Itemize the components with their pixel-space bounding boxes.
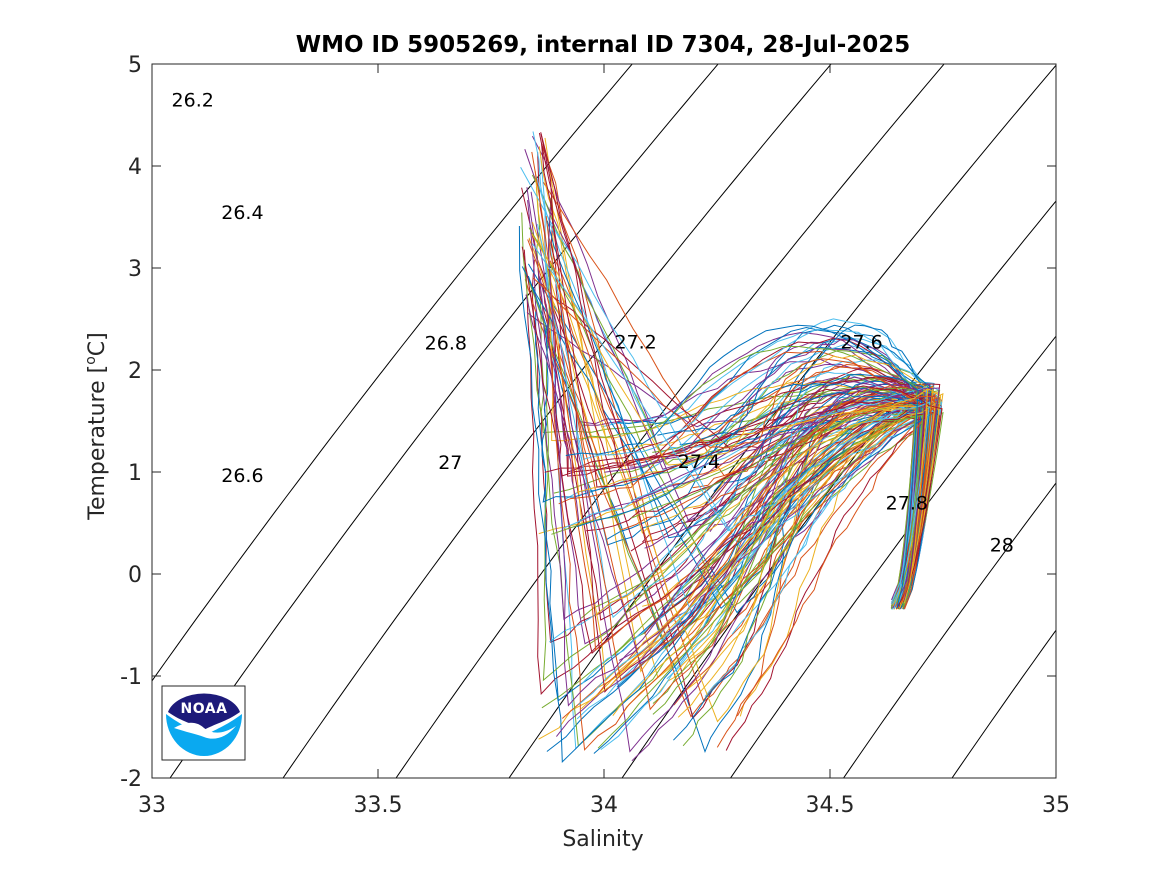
density-contour-27.4 (729, 335, 1056, 778)
contour-label-26.4: 26.4 (221, 202, 263, 224)
density-contour-27.6 (842, 482, 1056, 778)
profile-traces (518, 131, 944, 763)
y-tick-label: 3 (128, 257, 142, 282)
y-tick-label: 0 (128, 563, 142, 588)
x-tick-label: 34 (590, 793, 618, 818)
axis-ticks (151, 63, 1057, 779)
y-tick-label: -2 (120, 767, 142, 792)
profile-trace (594, 387, 929, 616)
profile-trace (541, 144, 926, 603)
x-tick-label: 33 (138, 793, 166, 818)
y-tick-label: 2 (128, 359, 142, 384)
contour-label-26.8: 26.8 (425, 333, 467, 355)
noaa-bird-icon (174, 722, 236, 739)
x-tick-labels: 33 33.5 34 34.5 35 (138, 793, 1070, 818)
profile-trace (520, 167, 919, 604)
contour-labels: 26.2 26.4 26.6 26.8 27 27.2 27.4 27.6 27.8 28 (172, 90, 1014, 557)
profile-trace (644, 388, 928, 634)
contour-label-27.8: 27.8 (886, 493, 928, 515)
density-contour-28 (1051, 44, 1167, 799)
x-tick-label: 33.5 (354, 793, 403, 818)
profile-trace (692, 366, 940, 609)
contour-label-28: 28 (990, 534, 1014, 556)
density-contour-26.8 (395, 64, 945, 778)
profile-trace (547, 207, 926, 707)
y-tick-label: 4 (128, 155, 142, 180)
profile-trace (565, 324, 919, 609)
noaa-logo-bottom (166, 714, 242, 756)
y-axis-label: Temperature [oC] (83, 332, 110, 520)
y-tick-label: 1 (128, 461, 142, 486)
noaa-logo-top (168, 693, 240, 730)
density-contour-27.8 (951, 629, 1056, 778)
profile-trace (545, 215, 930, 681)
contour-label-27: 27 (438, 452, 462, 474)
contour-label-27.4: 27.4 (678, 451, 720, 473)
x-tick-label: 34.5 (806, 793, 855, 818)
profile-trace (540, 132, 943, 609)
profile-trace (540, 133, 937, 693)
profile-trace (540, 156, 920, 750)
profile-trace (682, 414, 924, 747)
profile-trace (545, 304, 921, 751)
noaa-logo-text: NOAA (181, 701, 228, 717)
profile-trace (531, 243, 931, 605)
density-contour-26.4 (169, 64, 719, 778)
profile-trace (693, 396, 933, 604)
profile-trace (521, 212, 944, 747)
profile-trace (531, 233, 942, 605)
x-axis-label: Salinity (562, 827, 643, 852)
profile-trace (604, 338, 919, 609)
profile-trace (580, 346, 918, 610)
y-tick-label: -1 (120, 665, 142, 690)
profile-trace (581, 413, 924, 685)
profile-trace (562, 397, 919, 609)
contour-label-27.6: 27.6 (840, 331, 882, 353)
y-tick-label: 5 (128, 53, 142, 78)
density-contour-26.6 (282, 64, 832, 778)
y-tick-labels: -2 -1 0 1 2 3 4 5 (120, 53, 142, 792)
profile-trace (586, 415, 927, 606)
profile-trace (539, 276, 921, 607)
x-tick-label: 35 (1042, 793, 1070, 818)
profile-trace (593, 393, 937, 754)
chart-title: WMO ID 5905269, internal ID 7304, 28-Jul… (296, 32, 911, 58)
noaa-logo: NOAA (161, 685, 246, 761)
contour-label-27.2: 27.2 (614, 331, 656, 353)
contour-label-26.2: 26.2 (172, 90, 214, 112)
profile-trace (652, 387, 926, 715)
profile-trace (550, 316, 941, 711)
contour-label-26.6: 26.6 (221, 465, 263, 487)
profile-trace (521, 246, 932, 655)
